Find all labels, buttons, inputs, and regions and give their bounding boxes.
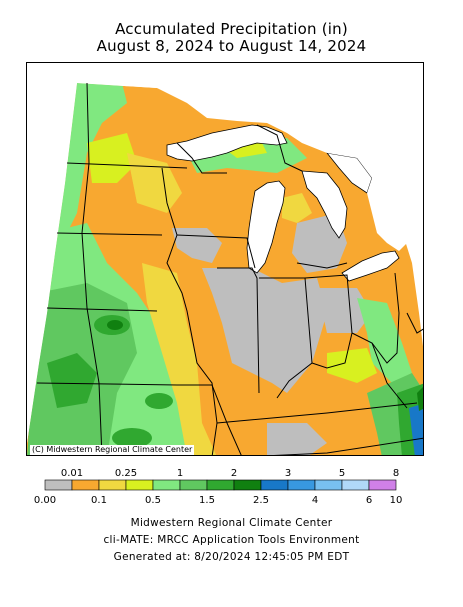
field-ohio-green — [357, 298, 412, 383]
legend-label-bottom: 4 — [312, 495, 318, 506]
legend-swatch — [287, 479, 316, 491]
legend-label-top: 0.25 — [115, 468, 137, 479]
legend-swatch — [125, 479, 154, 491]
legend-swatch — [152, 479, 181, 491]
legend-swatch — [233, 479, 262, 491]
canada-area — [187, 63, 423, 251]
lake-huron — [301, 170, 348, 239]
legend-label-top: 2 — [231, 468, 237, 479]
legend-label-bottom: 10 — [390, 495, 403, 506]
field-yellow — [142, 263, 217, 455]
legend-label-bottom: 0.00 — [34, 495, 56, 506]
legend-swatch — [368, 479, 397, 491]
precipitation-map — [26, 62, 424, 456]
copyright-notice: (C) Midwestern Regional Climate Center — [30, 445, 195, 455]
state-boundaries — [36, 82, 423, 455]
legend-label-top: 8 — [393, 468, 399, 479]
precipitation-legend: 0.01 0.25 1 2 3 5 8 0.00 0.1 0.5 1.5 2.5 4 6 10 — [0, 462, 463, 522]
legend-swatch — [44, 479, 73, 491]
legend-label-top: 5 — [339, 468, 345, 479]
lake-superior — [166, 124, 288, 162]
lake-erie — [341, 250, 400, 282]
legend-label-bottom: 0.1 — [91, 495, 107, 506]
legend-swatch — [206, 479, 235, 491]
map-title: Accumulated Precipitation (in) — [115, 20, 348, 38]
legend-swatch — [260, 479, 289, 491]
footer-generated: Generated at: 8/20/2024 12:45:05 PM EDT — [113, 551, 350, 563]
map-date-range: August 8, 2024 to August 14, 2024 — [96, 37, 367, 55]
legend-label-top: 0.01 — [61, 468, 83, 479]
legend-swatch — [71, 479, 100, 491]
footer-tool: cli-MATE: MRCC Application Tools Environ… — [103, 534, 360, 546]
legend-swatch — [341, 479, 370, 491]
field-blue — [409, 403, 423, 455]
legend-label-bottom: 0.5 — [145, 495, 161, 506]
legend-label-bottom: 2.5 — [253, 495, 269, 506]
footer-organization: Midwestern Regional Climate Center — [130, 517, 333, 529]
legend-label-top: 1 — [177, 468, 183, 479]
field-none-central — [202, 268, 327, 393]
legend-label-top: 3 — [285, 468, 291, 479]
legend-label-bottom: 6 — [366, 495, 372, 506]
legend-swatch — [314, 479, 343, 491]
legend-swatch — [98, 479, 127, 491]
legend-swatch — [179, 479, 208, 491]
lake-michigan — [246, 180, 286, 274]
legend-label-bottom: 1.5 — [199, 495, 215, 506]
